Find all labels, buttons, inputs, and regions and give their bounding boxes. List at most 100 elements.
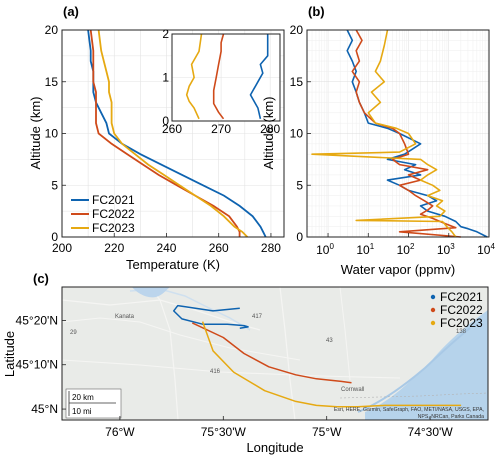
x-tick-label: 102 bbox=[397, 242, 415, 257]
temperature-legend: FC2021 FC2022 FC2023 bbox=[71, 193, 135, 235]
y-tick-label: 5 bbox=[51, 178, 58, 192]
place-label-kanata: Kanata bbox=[115, 314, 135, 320]
y-tick-label: 5 bbox=[296, 178, 303, 192]
map-y-label: Latitude bbox=[2, 331, 17, 377]
place-label-cornwall: Cornwall bbox=[341, 387, 364, 393]
border-line bbox=[339, 392, 488, 399]
map-legend-label-fc2023: FC2023 bbox=[440, 316, 483, 330]
temperature-inset: 260 270 280 0 1 2 bbox=[162, 27, 281, 136]
x-tick-label: 240 bbox=[156, 241, 176, 255]
temperature-y-label: Altitude (km) bbox=[28, 97, 43, 170]
x-tick-exponent: 2 bbox=[410, 242, 415, 251]
x-tick-label: 76°W bbox=[105, 425, 135, 439]
road-label-29: 29 bbox=[70, 330, 77, 336]
flight-track-fc2023 bbox=[201, 321, 462, 408]
series-line-fc2021 bbox=[346, 29, 488, 238]
inset-frame bbox=[171, 33, 281, 122]
inset-x-tick-label: 270 bbox=[211, 122, 231, 136]
x-tick-label: 74°30'W bbox=[408, 425, 454, 439]
inset-x-tick-label: 260 bbox=[162, 122, 182, 136]
y-tick-label: 15 bbox=[45, 75, 59, 89]
legend-label-fc2023: FC2023 bbox=[92, 221, 135, 235]
map-frame bbox=[61, 286, 489, 421]
panel-label-a: (a) bbox=[63, 4, 79, 19]
map-legend-marker-fc2021 bbox=[430, 294, 436, 300]
y-tick-label: 15 bbox=[290, 75, 304, 89]
road-label-43: 43 bbox=[326, 338, 333, 344]
basemap: Kanata Cornwall 417 416 43 29 138 20 km … bbox=[62, 287, 488, 420]
map-attribution-line-2: NPS, NRCan, Parks Canada bbox=[418, 414, 484, 420]
scale-bar-box bbox=[65, 388, 122, 419]
flight-track-fc2021 bbox=[172, 304, 249, 329]
series-line-fc2022 bbox=[89, 29, 241, 237]
map-x-label: Longitude bbox=[246, 440, 303, 455]
flight-track-map: Kanata Cornwall 417 416 43 29 138 20 km … bbox=[2, 286, 489, 455]
temperature-ticks: 200 220 240 260 280 0 5 10 15 20 bbox=[45, 23, 282, 255]
y-tick-label: 20 bbox=[45, 23, 59, 37]
y-tick-label: 20 bbox=[290, 23, 304, 37]
road bbox=[62, 359, 401, 379]
series-line-fc2023 bbox=[311, 29, 457, 238]
series-line-fc2023 bbox=[97, 29, 249, 238]
map-legend-label-fc2022: FC2022 bbox=[440, 303, 483, 317]
x-tick-label: 104 bbox=[477, 242, 495, 257]
water-vapor-profiles bbox=[311, 29, 488, 238]
road-label-416: 416 bbox=[210, 369, 221, 375]
x-tick-label: 220 bbox=[104, 241, 124, 255]
flight-track-fc2022 bbox=[191, 322, 352, 384]
inset-series-line-fc2021 bbox=[249, 34, 269, 119]
x-tick-exponent: 3 bbox=[450, 242, 455, 251]
inset-ticks: 260 270 280 0 1 2 bbox=[162, 27, 281, 136]
x-tick-label: 75°W bbox=[312, 425, 342, 439]
inset-profiles bbox=[185, 33, 269, 120]
map-ticks: 76°W 75°30'W 75°W 74°30'W 45°N 45°10'N 45°20'N bbox=[16, 313, 454, 439]
y-tick-label: 45°N bbox=[31, 402, 58, 416]
y-tick-label: 10 bbox=[45, 127, 59, 141]
x-tick-label: 103 bbox=[437, 242, 455, 257]
x-tick-label: 101 bbox=[356, 242, 374, 257]
road-label-138: 138 bbox=[456, 329, 467, 335]
y-tick-label: 45°10'N bbox=[16, 358, 58, 372]
x-tick-label: 75°30'W bbox=[201, 425, 247, 439]
road-label-417: 417 bbox=[252, 314, 263, 320]
x-tick-exponent: 1 bbox=[370, 242, 375, 251]
x-tick-label: 200 bbox=[52, 241, 72, 255]
water-vapor-x-label: Water vapor (ppmv) bbox=[341, 262, 455, 277]
temperature-profiles bbox=[87, 29, 267, 238]
map-legend: FC2021 FC2022 FC2023 bbox=[430, 290, 483, 330]
y-tick-label: 45°20'N bbox=[16, 313, 58, 327]
x-tick-label: 260 bbox=[209, 241, 229, 255]
inset-y-tick-label: 0 bbox=[162, 114, 169, 128]
scale-bar-mi: 10 mi bbox=[72, 407, 92, 416]
panel-label-c: (c) bbox=[33, 271, 49, 286]
map-attribution-line-1: Esri, HERE, Garmin, SafeGraph, FAO, METI… bbox=[334, 407, 484, 413]
map-legend-label-fc2021: FC2021 bbox=[440, 290, 483, 304]
river-channel bbox=[357, 327, 471, 413]
legend-label-fc2022: FC2022 bbox=[92, 207, 135, 221]
temperature-x-label: Temperature (K) bbox=[126, 257, 220, 272]
series-line-fc2022 bbox=[351, 29, 461, 238]
x-tick-exponent: 0 bbox=[329, 242, 334, 251]
inset-y-tick-label: 1 bbox=[162, 71, 169, 85]
map-legend-marker-fc2023 bbox=[430, 320, 436, 326]
inset-x-tick-label: 280 bbox=[260, 122, 280, 136]
map-legend-marker-fc2022 bbox=[430, 307, 436, 313]
inset-y-tick-label: 2 bbox=[162, 27, 169, 41]
inset-series-line-fc2022 bbox=[212, 33, 225, 120]
road bbox=[62, 317, 301, 361]
x-tick-label: 280 bbox=[261, 241, 281, 255]
y-tick-label: 0 bbox=[296, 230, 303, 244]
water-vapor-y-label: Altitude (km) bbox=[261, 97, 276, 170]
x-tick-exponent: 4 bbox=[490, 242, 495, 251]
road bbox=[339, 287, 351, 381]
scale-bar-km: 20 km bbox=[72, 393, 94, 402]
flight-tracks bbox=[172, 304, 462, 408]
panel-label-b: (b) bbox=[308, 4, 325, 19]
x-tick-label: 100 bbox=[316, 242, 334, 257]
lake-water bbox=[132, 287, 170, 298]
inset-series-line-fc2023 bbox=[185, 33, 203, 120]
y-tick-label: 10 bbox=[290, 127, 304, 141]
